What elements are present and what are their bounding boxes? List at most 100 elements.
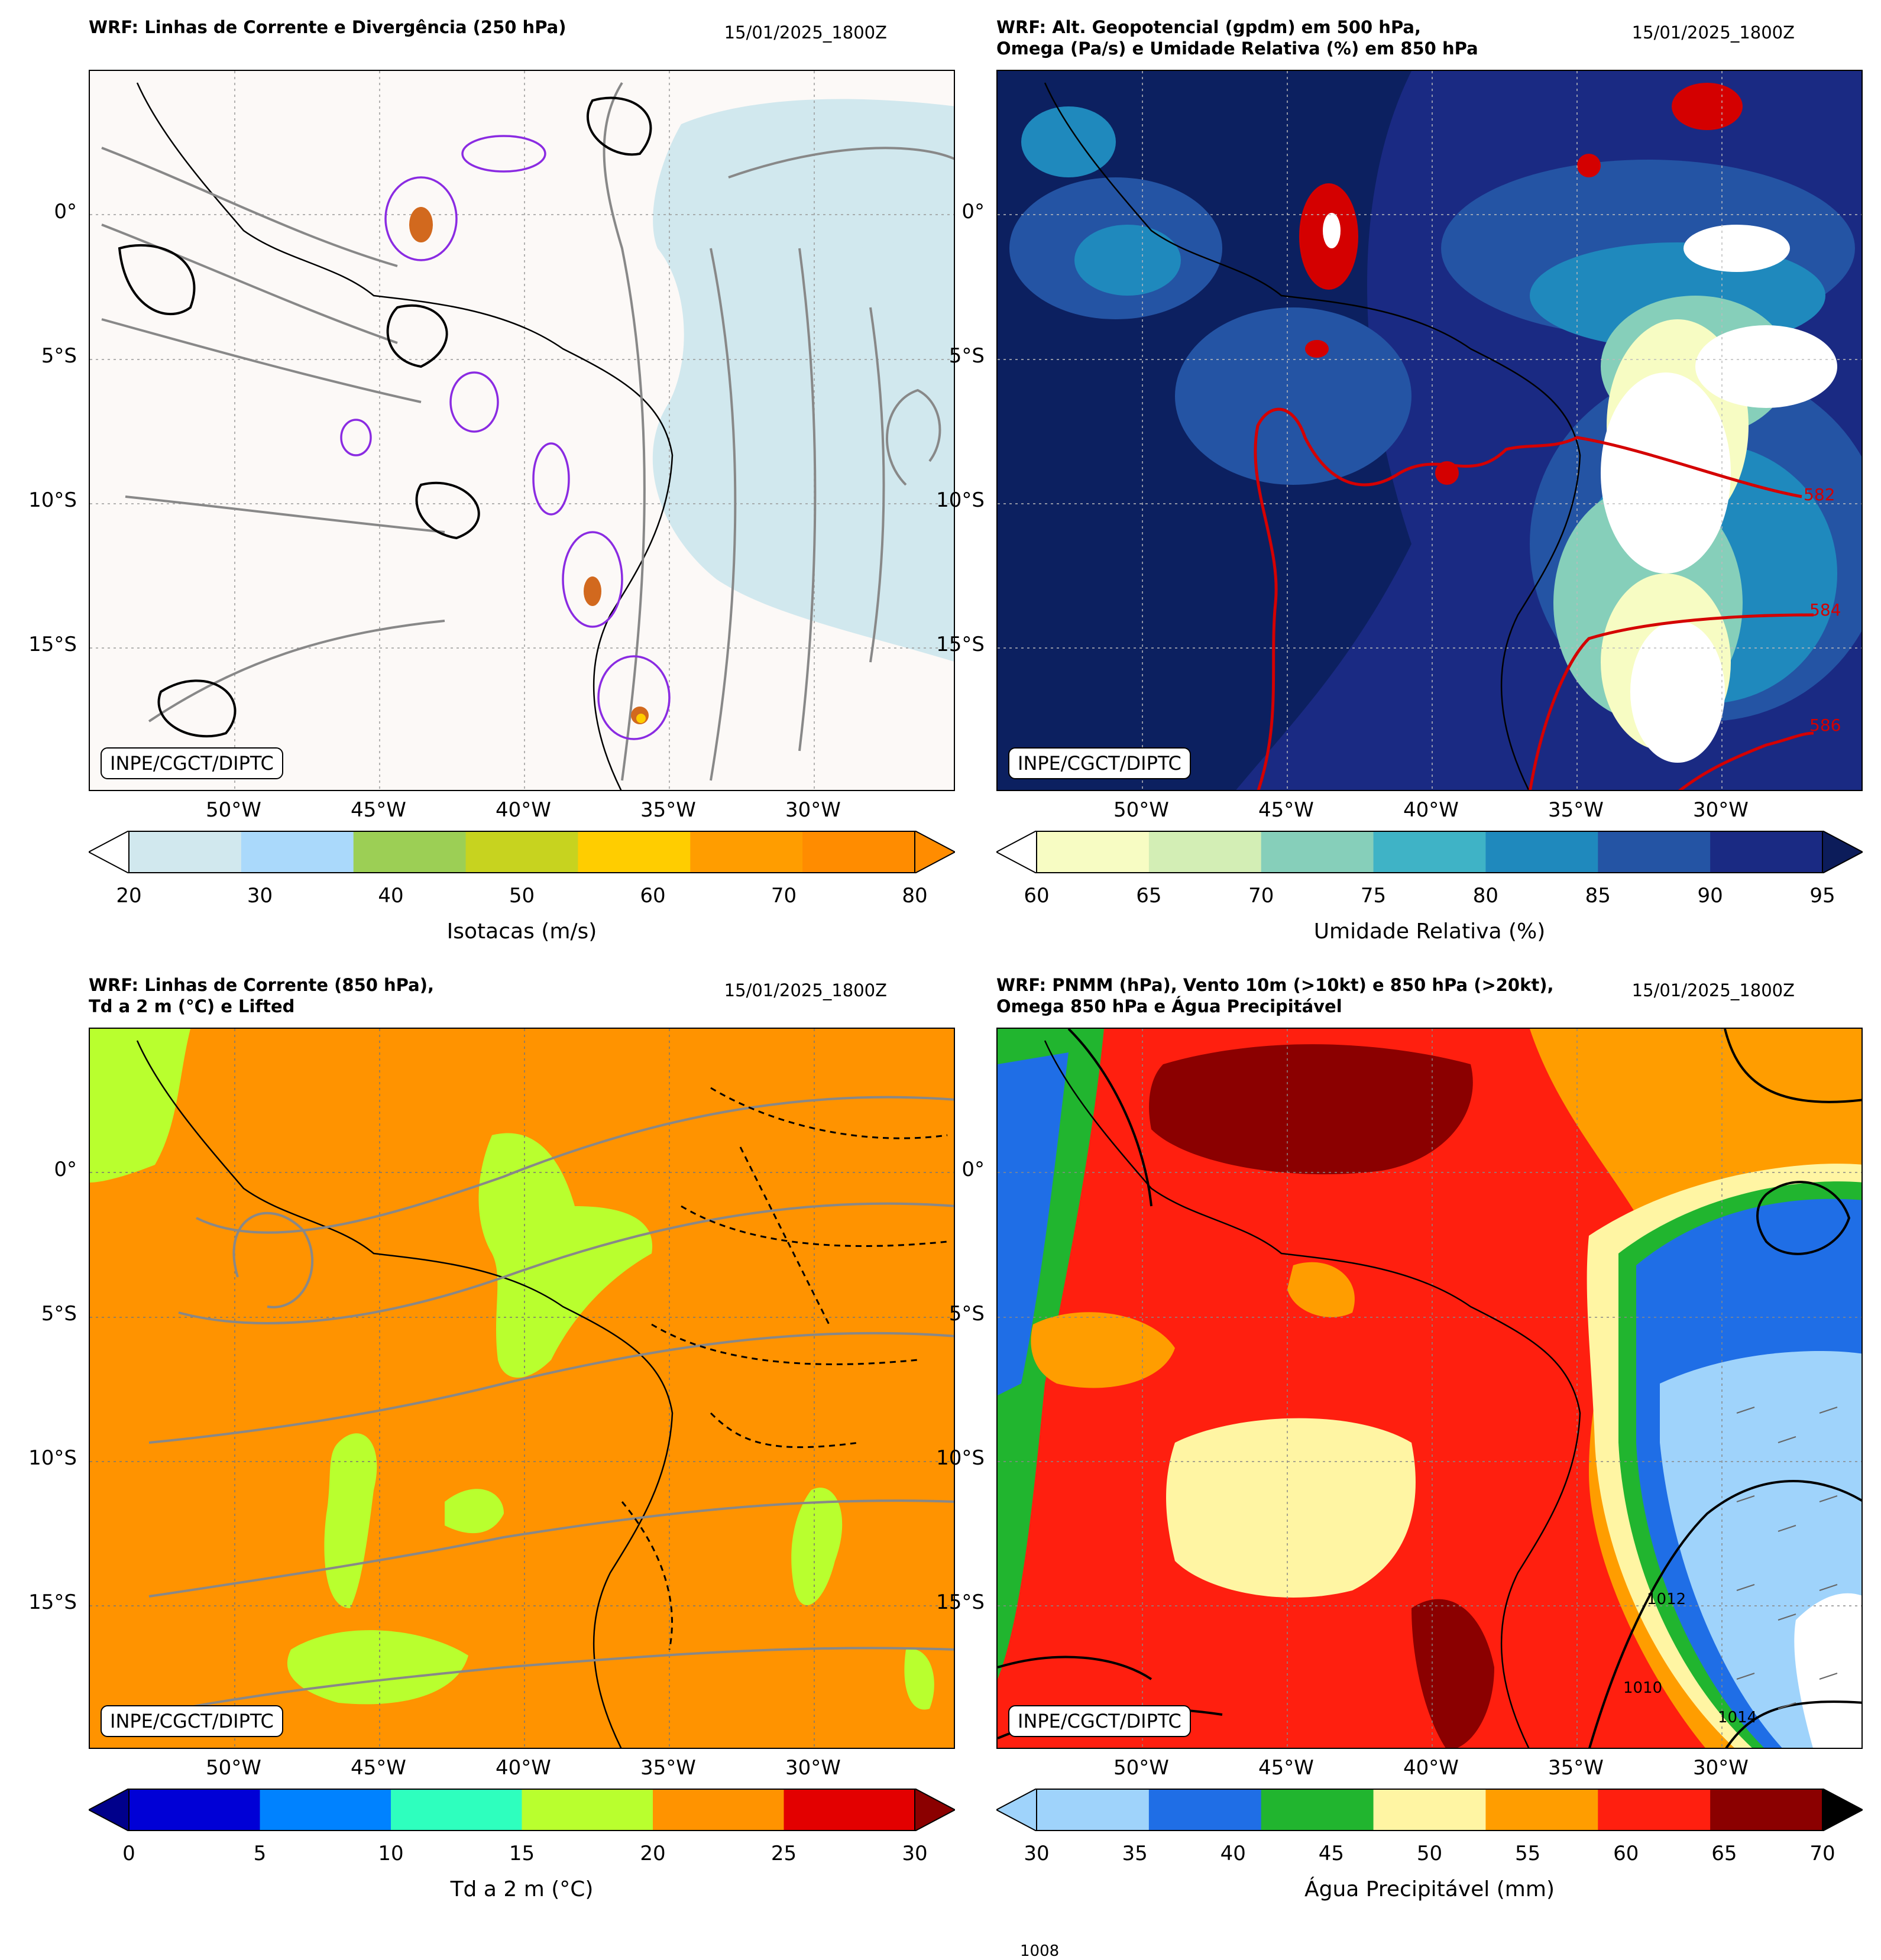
x-label: 30°W xyxy=(1693,798,1749,822)
colorbar-segment xyxy=(129,1789,260,1831)
colorbar-segment xyxy=(1148,831,1262,873)
panel-streamlines-250: WRF: Linhas de Corrente e Divergência (2… xyxy=(0,0,955,946)
x-label: 50°W xyxy=(206,798,261,822)
colorbar-tick-label: 75 xyxy=(1360,884,1387,908)
y-label: 10°S xyxy=(936,488,985,512)
y-label: 5°S xyxy=(948,1302,985,1326)
colorbar-segment xyxy=(260,1789,391,1831)
x-label: 40°W xyxy=(1403,798,1459,822)
colorbar-frame xyxy=(1036,831,1823,873)
colorbar xyxy=(89,831,955,873)
panel-geopotential-500: WRF: Alt. Geopotencial (gpdm) em 500 hPa… xyxy=(908,0,1863,946)
colorbar-extend-low xyxy=(89,1789,129,1831)
panel-streamlines-850: WRF: Linhas de Corrente (850 hPa), Td a … xyxy=(0,958,955,1904)
colorbar-tick-label: 30 xyxy=(247,884,273,908)
panel-title: WRF: Linhas de Corrente (850 hPa), Td a … xyxy=(89,975,434,1016)
panel-title: WRF: Alt. Geopotencial (gpdm) em 500 hPa… xyxy=(996,17,1478,59)
map-graphic xyxy=(998,71,1861,790)
colorbar-segment xyxy=(1485,831,1598,873)
y-label: 15°S xyxy=(936,633,985,656)
colorbar-tick-label: 60 xyxy=(640,884,666,908)
y-label: 0° xyxy=(961,1158,985,1181)
panel-title: WRF: PNMM (hPa), Vento 10m (>10kt) e 850… xyxy=(996,975,1554,1016)
colorbar-tick-label: 70 xyxy=(770,884,797,908)
colorbar-tick-label: 30 xyxy=(1024,1842,1050,1865)
colorbar-segment xyxy=(129,831,242,873)
map-area: INPE/CGCT/DIPTC xyxy=(996,70,1863,791)
colorbar-ticks: 60 65 70 75 80 85 90 95 xyxy=(996,884,1863,908)
colorbar-segment xyxy=(522,1789,653,1831)
colorbar-segment xyxy=(241,831,354,873)
colorbar-frame xyxy=(1036,1789,1823,1831)
credit-label: INPE/CGCT/DIPTC xyxy=(101,747,283,779)
colorbar-segment xyxy=(1261,831,1374,873)
map-area: INPE/CGCT/DIPTC xyxy=(996,1028,1863,1749)
y-label: 5°S xyxy=(948,344,985,368)
colorbar-tick-label: 90 xyxy=(1697,884,1723,908)
colorbar-tick-label: 60 xyxy=(1024,884,1050,908)
colorbar-extend-high xyxy=(1822,831,1863,873)
x-label: 35°W xyxy=(1548,1756,1604,1780)
colorbar-segment xyxy=(1710,831,1823,873)
contour-label: 1008 xyxy=(1020,1942,1060,1960)
colorbar-tick-label: 30 xyxy=(902,1842,928,1865)
x-label: 45°W xyxy=(351,1756,406,1780)
colorbar-segment xyxy=(802,831,915,873)
colorbar-label: Isotacas (m/s) xyxy=(446,919,597,944)
x-label: 35°W xyxy=(1548,798,1604,822)
credit-label: INPE/CGCT/DIPTC xyxy=(1008,1705,1191,1737)
colorbar-tick-label: 85 xyxy=(1585,884,1611,908)
colorbar-tick-label: 40 xyxy=(1220,1842,1246,1865)
map-area: INPE/CGCT/DIPTC xyxy=(89,70,955,791)
colorbar-tick-label: 25 xyxy=(770,1842,797,1865)
y-label: 5°S xyxy=(41,1302,77,1326)
colorbar-segment xyxy=(353,831,467,873)
colorbar-tick-label: 95 xyxy=(1809,884,1835,908)
colorbar-tick-label: 65 xyxy=(1711,1842,1737,1865)
colorbar-tick-label: 70 xyxy=(1809,1842,1835,1865)
panel-date: 15/01/2025_1800Z xyxy=(724,22,887,43)
y-label: 10°S xyxy=(936,1446,985,1470)
colorbar-segment xyxy=(578,831,691,873)
y-label: 10°S xyxy=(28,488,77,512)
x-label: 45°W xyxy=(351,798,406,822)
panel-title: WRF: Linhas de Corrente e Divergência (2… xyxy=(89,17,566,37)
colorbar xyxy=(996,831,1863,873)
colorbar-frame xyxy=(128,1789,915,1831)
colorbar-tick-label: 5 xyxy=(253,1842,267,1865)
colorbar-segment xyxy=(1037,1789,1150,1831)
y-label: 10°S xyxy=(28,1446,77,1470)
credit-label: INPE/CGCT/DIPTC xyxy=(101,1705,283,1737)
map-graphic xyxy=(90,1029,954,1748)
colorbar-label: Água Precipitável (mm) xyxy=(1304,1877,1555,1901)
colorbar-tick-label: 80 xyxy=(1472,884,1499,908)
colorbar-tick-label: 80 xyxy=(902,884,928,908)
colorbar-tick-label: 10 xyxy=(378,1842,404,1865)
colorbar-segment xyxy=(1710,1789,1823,1831)
colorbar-extend-low xyxy=(89,831,129,873)
colorbar-frame xyxy=(128,831,915,873)
colorbar-segment xyxy=(1598,831,1711,873)
map-graphic xyxy=(998,1029,1861,1748)
x-label: 45°W xyxy=(1258,1756,1314,1780)
map-graphic xyxy=(90,71,954,790)
colorbar-segment xyxy=(1485,1789,1598,1831)
x-label: 50°W xyxy=(206,1756,261,1780)
colorbar-segment xyxy=(465,831,578,873)
credit-label: INPE/CGCT/DIPTC xyxy=(1008,747,1191,779)
colorbar-tick-label: 70 xyxy=(1248,884,1274,908)
colorbar-segment xyxy=(784,1789,915,1831)
colorbar-tick-label: 50 xyxy=(509,884,535,908)
y-label: 15°S xyxy=(28,633,77,656)
colorbar-tick-label: 0 xyxy=(122,1842,135,1865)
colorbar-segment xyxy=(653,1789,784,1831)
panel-date: 15/01/2025_1800Z xyxy=(1631,980,1795,1000)
colorbar-segment xyxy=(690,831,803,873)
colorbar-segment xyxy=(1037,831,1150,873)
y-label: 15°S xyxy=(936,1590,985,1614)
x-label: 50°W xyxy=(1113,1756,1169,1780)
x-label: 30°W xyxy=(1693,1756,1749,1780)
colorbar-tick-label: 35 xyxy=(1122,1842,1148,1865)
x-label: 30°W xyxy=(785,798,841,822)
colorbar-tick-label: 55 xyxy=(1514,1842,1541,1865)
